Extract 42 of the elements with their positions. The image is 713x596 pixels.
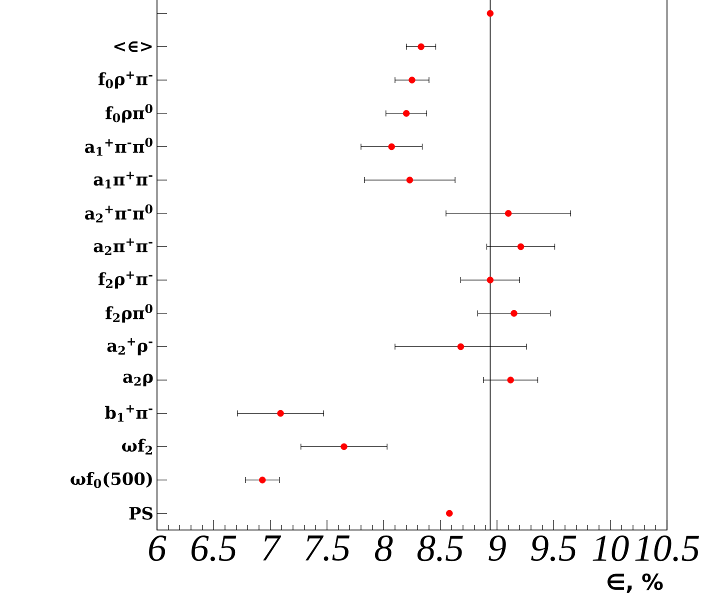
point bbox=[507, 376, 514, 384]
y-tick-label: a$_{2}$$^{+}$ρ$^{-}$ bbox=[107, 338, 152, 356]
y-tick-label: a$_{1}$π$^{+}$π$^{-}$ bbox=[94, 172, 152, 188]
x-tick-label: 6 bbox=[149, 536, 166, 561]
point bbox=[408, 76, 416, 84]
point bbox=[486, 276, 494, 284]
point bbox=[259, 476, 266, 484]
point bbox=[277, 410, 284, 417]
y-tick-label: <∈> bbox=[114, 41, 152, 52]
x-tick-label: 7.5 bbox=[306, 536, 350, 561]
y-tick-label: f$_{2}$ρπ$^{0}$ bbox=[106, 304, 152, 323]
point bbox=[457, 343, 464, 350]
x-tick-label: 10 bbox=[592, 536, 629, 562]
point bbox=[446, 510, 453, 517]
point bbox=[510, 310, 518, 317]
y-tick-label: a$_{2}$$^{+}$π$^{-}$π$^{0}$ bbox=[85, 204, 152, 222]
x-tick-label: 6.5 bbox=[192, 536, 236, 562]
y-tick-label: ωf$_{0}$(500) bbox=[70, 472, 152, 488]
point bbox=[418, 43, 424, 50]
x-tick-label: 9 bbox=[488, 536, 506, 561]
x-tick-label: 9.5 bbox=[531, 536, 576, 562]
point bbox=[402, 110, 410, 117]
point bbox=[340, 443, 348, 450]
y-tick-label: f$_{0}$ρπ$^{0}$ bbox=[106, 104, 152, 123]
y-tick-label: PS bbox=[129, 506, 152, 520]
x-tick-label: 8 bbox=[375, 536, 393, 562]
x-tick-label: 7 bbox=[263, 536, 282, 560]
point bbox=[517, 243, 524, 250]
point bbox=[406, 176, 414, 184]
y-tick-label: f$_{0}$ρ$^{+}$π$^{-}$ bbox=[98, 71, 152, 89]
y-tick-label: b$_{1}$$^{+}$π$^{-}$ bbox=[105, 405, 152, 422]
x-tick-label: 10.5 bbox=[635, 536, 699, 562]
point bbox=[388, 143, 395, 150]
point bbox=[486, 10, 494, 17]
point bbox=[504, 210, 512, 217]
y-tick-label: f$_{2}$ρ$^{+}$π$^{-}$ bbox=[98, 271, 152, 289]
y-tick-label: a$_{1}$$^{+}$π$^{-}$π$^{0}$ bbox=[85, 138, 152, 156]
y-tick-label: a$_{2}$π$^{+}$π$^{-}$ bbox=[94, 238, 152, 255]
y-tick-label: ωf$_{2}$ bbox=[122, 438, 152, 455]
y-tick-label: a$_{2}$ρ bbox=[123, 374, 153, 386]
x-tick-label: 8.5 bbox=[417, 536, 463, 562]
x-axis-title: ∈, % bbox=[608, 574, 663, 593]
